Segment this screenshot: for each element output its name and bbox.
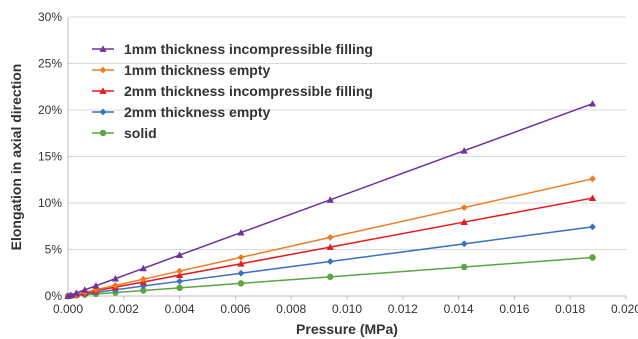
data-point <box>139 275 147 283</box>
data-point <box>176 277 183 285</box>
data-point <box>176 251 184 258</box>
data-point <box>237 228 245 236</box>
y-axis-title: Elongation in axial direction <box>8 64 24 251</box>
legend-marker <box>99 87 107 94</box>
data-point <box>176 284 183 292</box>
legend: 1mm thickness incompressible filling 1mm … <box>92 41 373 141</box>
x-tick-label: 0.018 <box>555 302 585 316</box>
series-1mm-thickness-incompressible-filling <box>64 100 597 299</box>
legend-label: 1mm thickness empty <box>124 62 270 78</box>
data-point <box>460 204 468 211</box>
x-tick-label: 0.016 <box>499 302 529 316</box>
y-tick-label: 15% <box>38 150 62 164</box>
data-point <box>589 175 596 183</box>
data-point <box>112 281 119 289</box>
data-point <box>326 196 334 203</box>
legend-item: 1mm thickness empty <box>92 62 270 78</box>
x-tick-label: 0.020 <box>611 302 638 316</box>
data-point <box>588 100 597 107</box>
data-point <box>326 234 334 241</box>
legend-marker <box>99 129 107 137</box>
x-tick-label: 0.012 <box>388 302 418 316</box>
x-tick-label: 0.004 <box>165 302 195 316</box>
data-point <box>176 271 184 279</box>
data-point <box>237 254 245 261</box>
legend-item: solid <box>92 125 157 141</box>
data-point <box>326 243 334 250</box>
series-layer <box>64 100 597 300</box>
y-tick-label: 20% <box>38 103 62 117</box>
data-point <box>92 286 100 294</box>
data-point <box>92 282 100 289</box>
data-point <box>460 147 468 154</box>
legend-marker <box>99 45 107 52</box>
data-point <box>111 275 120 282</box>
axes <box>67 17 627 300</box>
data-point <box>460 240 468 248</box>
x-tick-label: 0.014 <box>444 302 474 316</box>
data-point <box>67 291 75 298</box>
data-point <box>72 289 80 296</box>
data-point <box>589 223 596 231</box>
x-tick-label: 0.006 <box>220 302 250 316</box>
data-point <box>460 218 468 225</box>
x-axis-title: Pressure (MPa) <box>296 321 398 337</box>
grid-lines <box>68 16 626 250</box>
y-tick-label: 25% <box>38 57 62 71</box>
data-point <box>139 264 147 272</box>
y-tick-label: 5% <box>45 243 63 257</box>
x-tick-label: 0.008 <box>276 302 306 316</box>
y-tick-label: 30% <box>38 10 62 24</box>
x-tick-label: 0.002 <box>109 302 139 316</box>
data-point <box>460 263 468 271</box>
tick-labels: 0% 5% 10% 15% 20% 25% 30% 0.000 0.002 0.004 0.006 0… <box>38 10 638 316</box>
x-tick-label: 0.010 <box>332 302 362 316</box>
x-tick-label: 0.000 <box>53 302 83 316</box>
legend-label: solid <box>124 125 157 141</box>
data-point <box>589 254 596 261</box>
y-tick-label: 0% <box>45 289 63 303</box>
y-tick-label: 10% <box>38 196 62 210</box>
legend-item: 1mm thickness incompressible filling <box>92 41 373 57</box>
data-point <box>237 280 245 287</box>
series-2mm-thickness-incompressible-filling <box>64 194 597 299</box>
legend-marker <box>99 108 107 116</box>
legend-label: 2mm thickness incompressible filling <box>124 83 373 99</box>
data-point <box>588 194 597 201</box>
legend-item: 2mm thickness empty <box>92 104 270 120</box>
data-point <box>237 260 245 267</box>
legend-label: 1mm thickness incompressible filling <box>124 41 373 57</box>
data-point <box>140 287 147 294</box>
data-point <box>81 286 89 293</box>
data-point <box>327 273 334 281</box>
data-point <box>237 269 245 277</box>
data-point <box>326 258 334 265</box>
legend-marker <box>99 66 107 74</box>
legend-label: 2mm thickness empty <box>124 104 270 120</box>
data-point <box>176 267 183 275</box>
legend-item: 2mm thickness incompressible filling <box>92 83 373 99</box>
